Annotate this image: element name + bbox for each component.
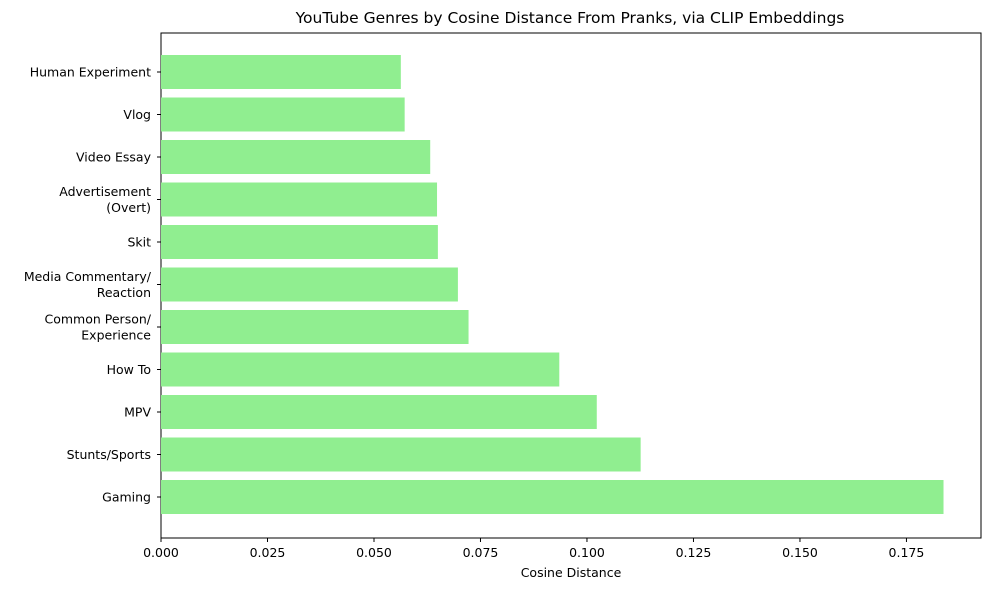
x-tick-label: 0.000 bbox=[143, 545, 179, 560]
x-tick-label: 0.150 bbox=[782, 545, 818, 560]
x-tick-label: 0.025 bbox=[250, 545, 286, 560]
bar bbox=[161, 310, 469, 344]
y-tick-label: Media Commentary/Reaction bbox=[24, 269, 152, 300]
y-tick-label: Skit bbox=[127, 235, 151, 250]
y-tick-label: Common Person/Experience bbox=[45, 312, 152, 343]
x-tick-label: 0.050 bbox=[356, 545, 392, 560]
bar bbox=[161, 480, 944, 514]
bar bbox=[161, 55, 401, 89]
bar bbox=[161, 437, 641, 472]
bar bbox=[161, 182, 438, 217]
x-tick-label: 0.100 bbox=[569, 545, 605, 560]
bar bbox=[161, 225, 438, 259]
x-tick-label: 0.175 bbox=[889, 545, 925, 560]
x-tick-label: 0.125 bbox=[676, 545, 712, 560]
y-tick-label: MPV bbox=[124, 405, 151, 420]
bar bbox=[161, 395, 597, 429]
bars-group bbox=[161, 55, 944, 514]
bar bbox=[161, 97, 405, 132]
chart-title: YouTube Genres by Cosine Distance From P… bbox=[295, 9, 845, 27]
y-axis-ticks: Human Experiment Vlog Video Essay Advertise… bbox=[24, 65, 161, 505]
bar bbox=[161, 352, 560, 387]
y-tick-label: Vlog bbox=[123, 107, 151, 122]
y-tick-label: How To bbox=[107, 362, 151, 377]
y-tick-label: Advertisement (Overt) bbox=[59, 184, 151, 215]
bar bbox=[161, 140, 431, 174]
y-tick-label: Gaming bbox=[102, 490, 151, 505]
x-axis-ticks: 0.000 0.025 0.050 0.075 0.100 0.125 0.150 0.175 bbox=[143, 538, 924, 560]
y-tick-label: Human Experiment bbox=[30, 65, 151, 80]
y-tick-label: Stunts/Sports bbox=[67, 447, 151, 462]
x-tick-label: 0.075 bbox=[463, 545, 499, 560]
y-tick-label: Video Essay bbox=[76, 150, 152, 165]
bar bbox=[161, 267, 458, 302]
x-axis-label: Cosine Distance bbox=[521, 565, 622, 580]
